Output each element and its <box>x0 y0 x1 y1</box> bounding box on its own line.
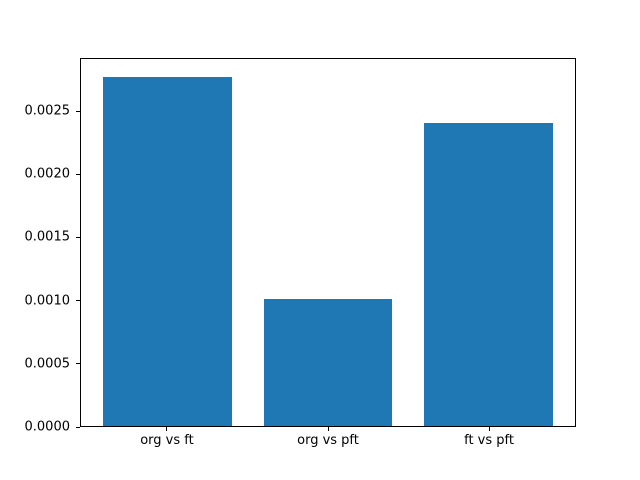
y-tick-mark <box>76 236 80 238</box>
x-tick-mark <box>166 427 168 431</box>
x-tick-label: org vs ft <box>140 433 194 448</box>
y-tick-label: 0.0025 <box>24 103 71 119</box>
y-tick-mark <box>76 300 80 302</box>
plot-area <box>80 58 576 427</box>
x-tick-mark <box>327 427 329 431</box>
y-tick-label: 0.0015 <box>24 229 71 245</box>
y-tick-label: 0.0020 <box>24 166 71 182</box>
y-tick-mark <box>76 173 80 175</box>
y-tick-label: 0.0000 <box>24 419 71 435</box>
y-axis: 0.0000 0.0005 0.0010 0.0015 0.0020 0.0025 <box>0 58 80 434</box>
y-tick-mark <box>76 426 80 428</box>
bar-org-vs-ft <box>103 76 232 426</box>
x-tick-label: ft vs pft <box>464 433 514 448</box>
x-tick-label: org vs pft <box>297 433 359 448</box>
y-tick-mark <box>76 363 80 365</box>
x-tick-mark <box>488 427 490 431</box>
bar-ft-vs-pft <box>424 123 553 426</box>
x-axis: org vs ft org vs pft ft vs pft <box>80 427 576 457</box>
y-tick-label: 0.0010 <box>24 293 71 309</box>
y-tick-mark <box>76 110 80 112</box>
y-tick-label: 0.0005 <box>24 356 71 372</box>
bar-org-vs-pft <box>263 299 393 426</box>
